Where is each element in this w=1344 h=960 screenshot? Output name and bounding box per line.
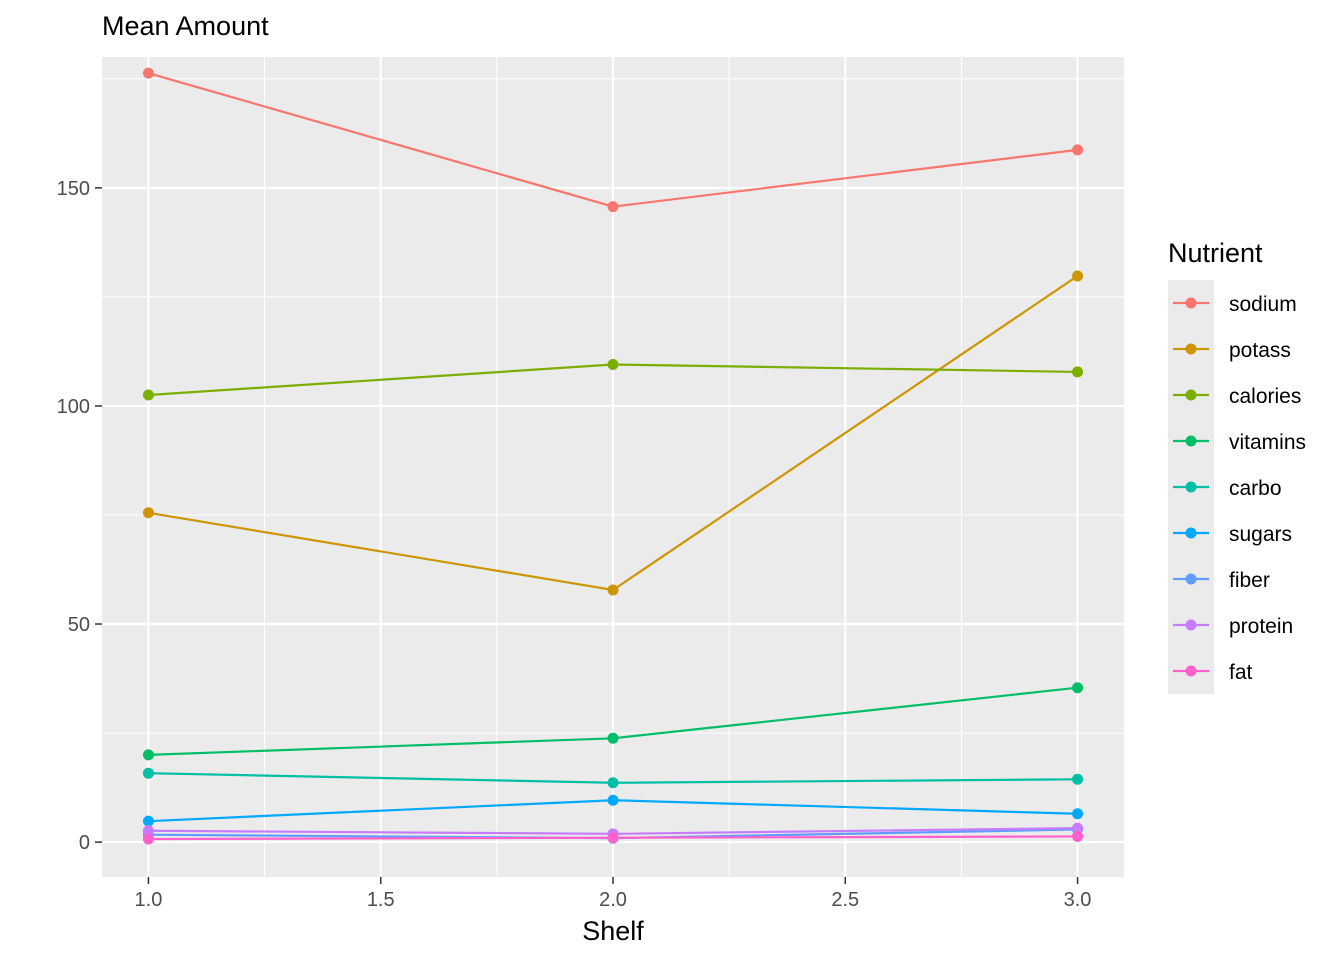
legend-label: fiber <box>1229 569 1270 592</box>
legend-item-potass: potass <box>1173 339 1291 362</box>
y-tick-label: 150 <box>57 178 90 200</box>
legend-key-point <box>1185 435 1197 447</box>
x-tick-label: 1.5 <box>367 889 395 911</box>
data-point-protein <box>142 825 154 837</box>
x-tick-label: 1.0 <box>135 889 163 911</box>
data-point-sodium <box>1072 144 1084 156</box>
x-axis-title: Shelf <box>582 916 644 946</box>
x-tick-label: 3.0 <box>1064 889 1092 911</box>
legend-item-fiber: fiber <box>1173 569 1270 592</box>
legend-label: fat <box>1229 661 1253 684</box>
data-point-protein <box>1072 822 1084 834</box>
data-point-sodium <box>142 67 154 79</box>
x-tick-label: 2.5 <box>831 889 859 911</box>
data-point-fat <box>607 832 619 844</box>
legend-label: sugars <box>1229 523 1292 546</box>
series-fat <box>142 830 1084 845</box>
series-layer <box>142 67 1084 845</box>
legend-item-fat: fat <box>1173 661 1253 684</box>
data-point-carbo <box>1072 773 1084 785</box>
data-point-sugars <box>142 815 154 827</box>
legend-key-point <box>1185 389 1197 401</box>
series-vitamins <box>142 682 1084 761</box>
data-point-potass <box>142 507 154 519</box>
legend-key-point <box>1185 665 1197 677</box>
data-point-vitamins <box>1072 682 1084 694</box>
legend-key-point <box>1185 297 1197 309</box>
data-point-calories <box>1072 366 1084 378</box>
legend-item-calories: calories <box>1173 385 1301 408</box>
legend-item-sugars: sugars <box>1173 523 1292 546</box>
legend-item-carbo: carbo <box>1173 477 1282 500</box>
data-point-vitamins <box>607 732 619 744</box>
x-axis: 1.0 1.5 2.0 2.5 3.0 <box>135 877 1092 911</box>
legend-title: Nutrient <box>1168 238 1263 268</box>
data-point-fat <box>1072 830 1084 842</box>
data-point-carbo <box>607 777 619 789</box>
legend-label: vitamins <box>1229 431 1306 454</box>
y-axis-title: Mean Amount <box>102 11 269 41</box>
data-point-calories <box>607 359 619 370</box>
legend: Nutrient sodium potass calories vitamins car… <box>1168 238 1306 694</box>
legend-label: carbo <box>1229 477 1282 500</box>
data-point-carbo <box>142 767 154 779</box>
y-tick-label: 0 <box>79 832 90 854</box>
series-potass <box>142 270 1084 596</box>
data-point-sugars <box>607 794 619 806</box>
y-tick-label: 100 <box>57 396 90 418</box>
data-point-calories <box>142 389 154 401</box>
legend-item-sodium: sodium <box>1173 293 1297 316</box>
legend-label: calories <box>1229 385 1301 408</box>
data-point-fat <box>142 833 154 845</box>
legend-item-vitamins: vitamins <box>1173 431 1306 454</box>
legend-label: potass <box>1229 339 1291 362</box>
data-point-vitamins <box>142 749 154 761</box>
data-point-potass <box>607 584 619 596</box>
data-point-sodium <box>607 201 619 213</box>
y-axis: 0 50 100 150 <box>57 178 102 854</box>
series-calories <box>142 359 1084 401</box>
series-sodium <box>142 67 1084 213</box>
legend-key-point <box>1185 619 1197 631</box>
x-tick-label: 2.0 <box>599 889 627 911</box>
legend-label: protein <box>1229 615 1293 638</box>
legend-key-point <box>1185 527 1197 539</box>
y-tick-label: 50 <box>68 614 90 636</box>
data-point-sugars <box>1072 808 1084 820</box>
data-point-potass <box>1072 270 1084 282</box>
legend-key-point <box>1185 573 1197 585</box>
series-sugars <box>142 794 1084 827</box>
legend-item-protein: protein <box>1173 615 1293 638</box>
legend-label: sodium <box>1229 293 1297 316</box>
series-carbo <box>142 767 1084 789</box>
legend-key-point <box>1185 481 1197 493</box>
legend-key-point <box>1185 343 1197 355</box>
